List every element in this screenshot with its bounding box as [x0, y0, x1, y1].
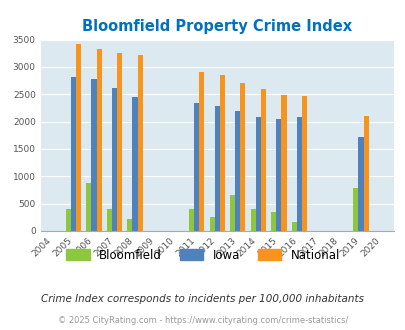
Legend: Bloomfield, Iowa, National: Bloomfield, Iowa, National: [61, 244, 344, 266]
Bar: [188, 209, 194, 231]
Bar: [352, 188, 358, 231]
Bar: [255, 117, 260, 231]
Bar: [234, 111, 240, 231]
Bar: [214, 106, 219, 231]
Bar: [230, 195, 234, 231]
Bar: [301, 96, 306, 231]
Bar: [96, 49, 101, 231]
Bar: [127, 219, 132, 231]
Bar: [271, 212, 275, 231]
Bar: [132, 97, 137, 231]
Bar: [76, 44, 81, 231]
Bar: [240, 83, 245, 231]
Bar: [107, 209, 112, 231]
Bar: [66, 209, 71, 231]
Title: Bloomfield Property Crime Index: Bloomfield Property Crime Index: [82, 19, 352, 34]
Bar: [199, 72, 204, 231]
Bar: [71, 77, 76, 231]
Bar: [362, 115, 368, 231]
Bar: [291, 222, 296, 231]
Bar: [219, 75, 224, 231]
Bar: [194, 103, 199, 231]
Bar: [209, 217, 214, 231]
Bar: [86, 183, 91, 231]
Bar: [260, 89, 265, 231]
Bar: [91, 79, 96, 231]
Bar: [250, 209, 255, 231]
Text: © 2025 CityRating.com - https://www.cityrating.com/crime-statistics/: © 2025 CityRating.com - https://www.city…: [58, 316, 347, 325]
Bar: [112, 88, 117, 231]
Bar: [358, 138, 362, 231]
Bar: [275, 119, 281, 231]
Text: Crime Index corresponds to incidents per 100,000 inhabitants: Crime Index corresponds to incidents per…: [41, 294, 364, 304]
Bar: [117, 53, 122, 231]
Bar: [137, 55, 143, 231]
Bar: [281, 95, 286, 231]
Bar: [296, 117, 301, 231]
